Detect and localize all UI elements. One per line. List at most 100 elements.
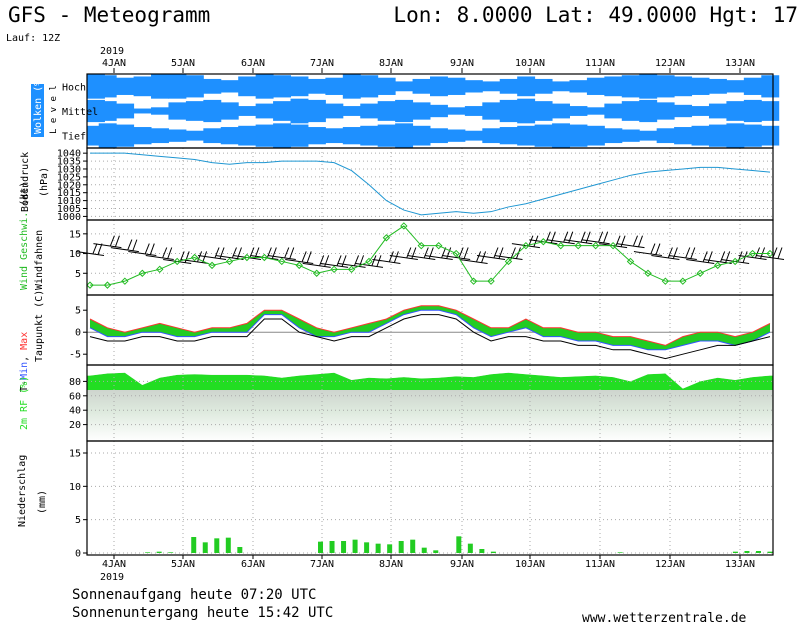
wind-barb-flag (144, 243, 150, 254)
precip-bar (732, 551, 738, 553)
wind-speed-point (173, 257, 181, 266)
wind-barb-shaft (633, 251, 663, 257)
cloud-bar-mittel (743, 99, 762, 123)
y-tick-label: 80 (69, 377, 81, 388)
wind-speed-point (452, 249, 460, 258)
wind-speed-point (469, 277, 478, 285)
wind-speed-point (591, 241, 600, 250)
y-tick-label: -5 (69, 350, 81, 361)
cloud-bar-tief (377, 124, 396, 147)
wind-barb-flag (772, 247, 778, 258)
cloud-bar-tief (203, 128, 222, 144)
cloud-bar-mittel (447, 107, 466, 115)
wind-speed-point (766, 249, 774, 258)
cloud-bar-hoch (342, 74, 361, 99)
wind-speed-point (539, 238, 548, 246)
wind-barb-flag (481, 251, 487, 263)
cloud-bar-hoch (499, 78, 518, 94)
cloud-bar-hoch (412, 78, 431, 94)
cloud-bar-hoch (255, 74, 274, 99)
precip-bar (214, 538, 220, 553)
date-label-bottom: 8JAN (379, 559, 403, 570)
wind-barb-flag (393, 251, 399, 263)
cloud-bar-mittel (168, 102, 187, 120)
precip-bar (767, 551, 773, 553)
wind-barb-shaft (197, 255, 227, 260)
wind-barb-flag (685, 247, 691, 258)
y-tick-label: 1000 (57, 212, 81, 223)
wind-barb-shaft (581, 239, 610, 245)
wind-barb-shaft (285, 258, 314, 264)
website-link[interactable]: www.wetterzentrale.de (582, 611, 747, 626)
wind-speed-point (713, 261, 722, 270)
date-label-bottom: 5JAN (171, 559, 195, 570)
cloud-bar-mittel (307, 99, 326, 123)
page-title: GFS - Meteogramm (8, 3, 211, 27)
cloud-bar-hoch (203, 78, 222, 94)
wind-ylabel2: Windfahnen (34, 230, 45, 290)
cloud-bar-mittel (133, 108, 152, 114)
y-tick-label: 1030 (57, 164, 81, 175)
humidity-above-mask (87, 365, 773, 389)
pressure-ylabel: Bodendruck (20, 152, 31, 212)
wind-barb-shaft (302, 262, 331, 268)
wind-barb-flag (603, 231, 609, 243)
cloud-bar-hoch (552, 81, 570, 92)
cloud-bar-hoch (691, 77, 710, 95)
precip-bar (329, 541, 335, 553)
wind-barb-flag (533, 235, 539, 247)
cloud-bar-hoch (743, 77, 762, 95)
y-tick-label: 10 (69, 482, 81, 493)
cloud-bar-tief (430, 128, 448, 144)
panel-border-precipitation (86, 440, 774, 556)
location-readout: Lon: 8.0000 Lat: 49.0000 Hgt: 17 (393, 3, 798, 27)
cloud-bar-tief (464, 130, 483, 141)
cloud-bar-tief (447, 129, 466, 142)
wind-barb-flag (306, 251, 312, 263)
cloud-bar-mittel (621, 101, 640, 121)
cloud-bar-mittel (116, 103, 135, 119)
temperature-ylabel: T-Min, Max (19, 332, 30, 392)
cloud-bar-hoch (621, 75, 640, 98)
cloud-bar-mittel (360, 103, 379, 119)
cloud-level-label: Hoch (62, 82, 86, 93)
cloud-bar-hoch (168, 74, 187, 99)
date-label-top: 6JAN (241, 58, 265, 69)
cloud-ylabel: Wolken (%) (33, 74, 44, 134)
wind-barb-flag (132, 239, 138, 251)
cloud-bar-tief (342, 127, 361, 145)
dewpoint-line (89, 314, 771, 360)
wind-barb-shaft (494, 255, 523, 260)
y-tick-label: 1020 (57, 180, 81, 191)
date-label-top: 8JAN (379, 58, 403, 69)
cloud-bar-tief (290, 124, 309, 147)
date-label-top: 9JAN (450, 58, 474, 69)
wind-barb-shaft (668, 255, 697, 260)
cloud-bar-tief (185, 130, 204, 141)
cloud-bar-mittel (220, 102, 239, 120)
cloud-bar-tief (656, 128, 675, 144)
y-tick-label: 15 (69, 449, 81, 460)
precip-bar (456, 536, 462, 553)
wind-barb-shaft (424, 255, 453, 260)
wind-speed-point (731, 257, 739, 266)
cloud-bar-hoch (482, 81, 501, 92)
cloud-bar-tief (586, 125, 605, 146)
cloud-bar-hoch (639, 74, 658, 99)
wind-speed-point (347, 265, 356, 274)
precip-bar (352, 539, 358, 553)
wind-barb-flag (690, 247, 696, 259)
cloud-bar-tief (151, 128, 169, 144)
cloud-bar-hoch (761, 75, 780, 98)
wind-barb-shaft (389, 255, 418, 260)
y-tick-label: 0 (75, 328, 81, 339)
cloud-bar-tief (220, 127, 239, 145)
wind-barb-shaft (651, 255, 680, 260)
cloud-bar-tief (133, 127, 152, 145)
wind-speed-point (103, 281, 112, 289)
cloud-bar-mittel (586, 107, 605, 115)
wind-barb-flag (463, 247, 469, 259)
precip-bar (744, 551, 750, 553)
cloud-bar-tief (360, 125, 379, 146)
wind-barb-shaft (267, 255, 296, 260)
